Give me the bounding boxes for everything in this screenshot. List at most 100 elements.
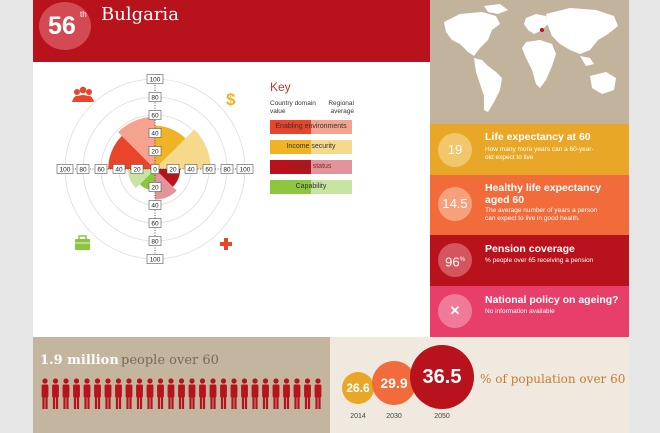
- tick-label: 100: [60, 167, 71, 174]
- tick-box: [130, 164, 144, 174]
- country-name: Bulgaria: [101, 4, 179, 25]
- chart-wedge: [155, 169, 177, 200]
- tick-box: [202, 164, 216, 174]
- key-col-regional: Regional average: [328, 100, 354, 115]
- person-icon: [209, 378, 217, 409]
- rank-number: 56: [48, 12, 76, 40]
- tick-box: [146, 254, 164, 264]
- stat-title: National policy on ageing?: [485, 294, 619, 306]
- tick-label: 60: [151, 113, 159, 120]
- tick-label: 40: [151, 131, 159, 138]
- people-over-60-panel: 1.9 million people over 60: [33, 337, 330, 433]
- population-over-60-panel: 26.6 29.9 36.5 2014 2030 2050 % of popul…: [330, 337, 629, 433]
- person-icon: [251, 378, 259, 409]
- stat-desc: How many more years can a 60-year-old ex…: [485, 146, 594, 161]
- stat-title: Life expectancy at 60: [485, 131, 591, 143]
- stat-value: 96: [445, 254, 460, 270]
- tick-label: 0: [153, 167, 157, 174]
- person-icon: [157, 378, 164, 409]
- tick-box: [184, 164, 198, 174]
- country-header: 56 th Bulgaria: [33, 0, 430, 62]
- bubble-2050: 36.5: [410, 345, 474, 409]
- person-icon: [136, 378, 143, 409]
- tick-label: 20: [133, 167, 141, 174]
- stat-title: Healthy life expectancy aged 60: [485, 182, 602, 206]
- chart-wedge: [155, 129, 211, 169]
- chart-wedge: [155, 125, 186, 169]
- people-label: people over 60: [121, 353, 219, 368]
- tick-box: [236, 164, 254, 174]
- person-icon: [220, 378, 227, 409]
- person-icon: [178, 378, 185, 409]
- tick-box: [94, 164, 108, 174]
- tick-label: 100: [150, 257, 161, 264]
- people-group-icon: [72, 86, 94, 102]
- person-icon: [115, 378, 122, 409]
- person-icon: [241, 378, 248, 409]
- stat-value-suffix: %: [459, 257, 465, 263]
- tick-label: 80: [151, 239, 159, 246]
- tick-box: [148, 92, 162, 102]
- person-icon: [41, 378, 49, 409]
- key-label: Income security: [286, 143, 336, 150]
- key-label: Capability: [295, 183, 327, 190]
- stat-pension-coverage: 96% Pension coverage % people over 65 re…: [430, 235, 629, 286]
- chart-wedge: [118, 116, 155, 169]
- tick-label: 20: [169, 167, 177, 174]
- world-map: [430, 0, 629, 124]
- tick-box: [148, 236, 162, 246]
- key-label: Health status: [290, 163, 332, 170]
- tick-box: [148, 182, 162, 192]
- year-2014: 2014: [350, 413, 366, 420]
- person-icon: [314, 378, 322, 409]
- person-icon: [146, 378, 154, 409]
- tick-label: 80: [151, 95, 159, 102]
- tick-box: [150, 164, 160, 174]
- close-icon: ✕: [438, 294, 472, 328]
- person-icon: [199, 378, 206, 409]
- tick-box: [146, 74, 164, 84]
- tick-box: [148, 110, 162, 120]
- person-icon: [52, 378, 59, 409]
- year-2050: 2050: [434, 413, 450, 420]
- stat-national-policy: ✕ National policy on ageing? No informat…: [430, 286, 629, 337]
- person-icon: [262, 378, 269, 409]
- person-icon: [104, 378, 112, 409]
- person-icon: [230, 378, 238, 409]
- tick-box: [148, 218, 162, 228]
- tick-label: 60: [97, 167, 105, 174]
- people-icons-row: [41, 378, 322, 409]
- stat-value: 14.5: [438, 187, 472, 221]
- tick-label: 100: [150, 77, 161, 84]
- stat-healthy-life-expectancy: 14.5 Healthy life expectancy aged 60 The…: [430, 175, 629, 235]
- person-icon: [283, 378, 290, 409]
- key-label: Enabling environments: [275, 123, 347, 130]
- key-col-country: Country domain value: [270, 100, 316, 115]
- person-icon: [188, 378, 196, 409]
- stat-desc: No information available: [485, 308, 555, 315]
- chart-wedge: [108, 135, 155, 169]
- radial-domain-chart: 100 80 60 40 20 0 20 40 60 80 100 100 80 60 40 20 20 40 60…: [56, 74, 254, 264]
- bubble-2014: 26.6: [342, 372, 374, 404]
- key-item-capability: Capability: [270, 180, 352, 194]
- tick-box: [148, 146, 162, 156]
- person-icon: [293, 378, 301, 409]
- key-item-health: Health status: [270, 160, 352, 174]
- person-icon: [73, 378, 80, 409]
- domain-chart-panel: 100 80 60 40 20 0 20 40 60 80 100 100 80 60 40 20 20 40 60…: [33, 62, 430, 337]
- rank-suffix: th: [80, 10, 87, 19]
- stat-title: Pension coverage: [485, 243, 575, 255]
- tick-box: [148, 200, 162, 210]
- tick-box: [76, 164, 90, 174]
- person-icon: [83, 378, 91, 409]
- person-icon: [94, 378, 101, 409]
- person-icon: [272, 378, 280, 409]
- tick-label: 40: [187, 167, 195, 174]
- world-map-icon: [444, 4, 618, 112]
- rank-badge: 56 th: [39, 2, 91, 50]
- year-2030: 2030: [386, 413, 402, 420]
- tick-label: 60: [205, 167, 213, 174]
- key-item-enabling: Enabling environments: [270, 120, 352, 134]
- tick-label: 60: [151, 221, 159, 228]
- briefcase-icon: [75, 235, 90, 250]
